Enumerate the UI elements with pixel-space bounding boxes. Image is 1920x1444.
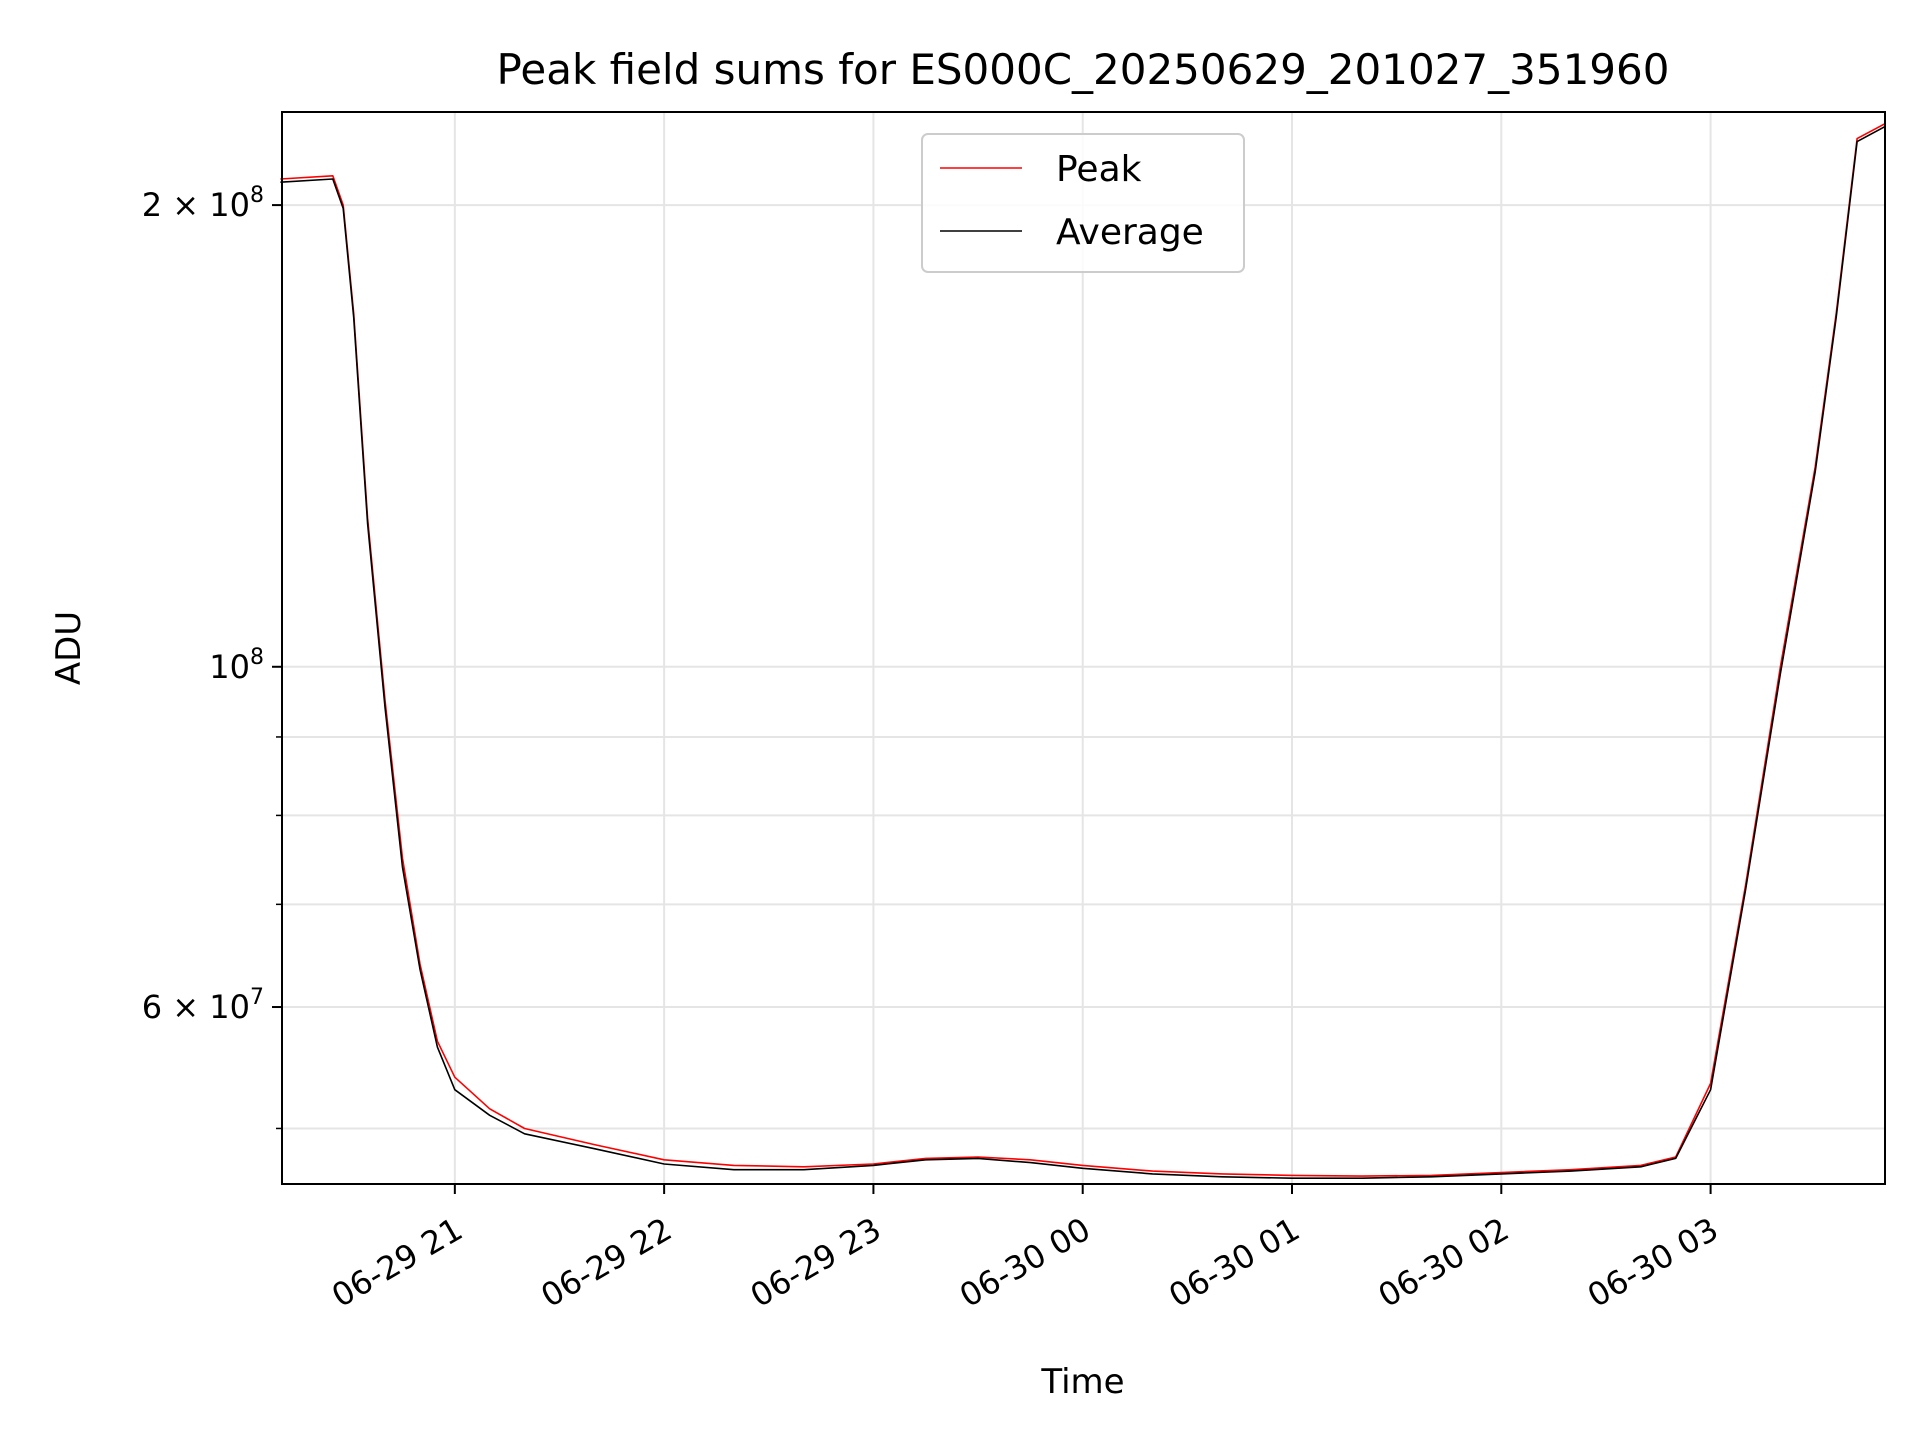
series-line-average xyxy=(280,125,1886,1179)
legend: Peak Average xyxy=(921,133,1245,273)
legend-label-peak: Peak xyxy=(1056,149,1142,190)
y-tick-label: 6 × 107 xyxy=(142,985,264,1026)
x-axis-label: Time xyxy=(1040,1362,1124,1402)
series-line-peak xyxy=(280,122,1886,1177)
chart-title: Peak field sums for ES000C_20250629_2010… xyxy=(497,45,1670,94)
y-axis-label: ADU xyxy=(49,611,89,685)
legend-label-average: Average xyxy=(1056,212,1204,253)
y-tick-label: 2 × 108 xyxy=(142,183,264,224)
y-tick-label: 108 xyxy=(209,645,264,686)
series-layer xyxy=(280,122,1886,1179)
y-axis: 6 × 107 108 2 × 108 xyxy=(142,183,282,1130)
